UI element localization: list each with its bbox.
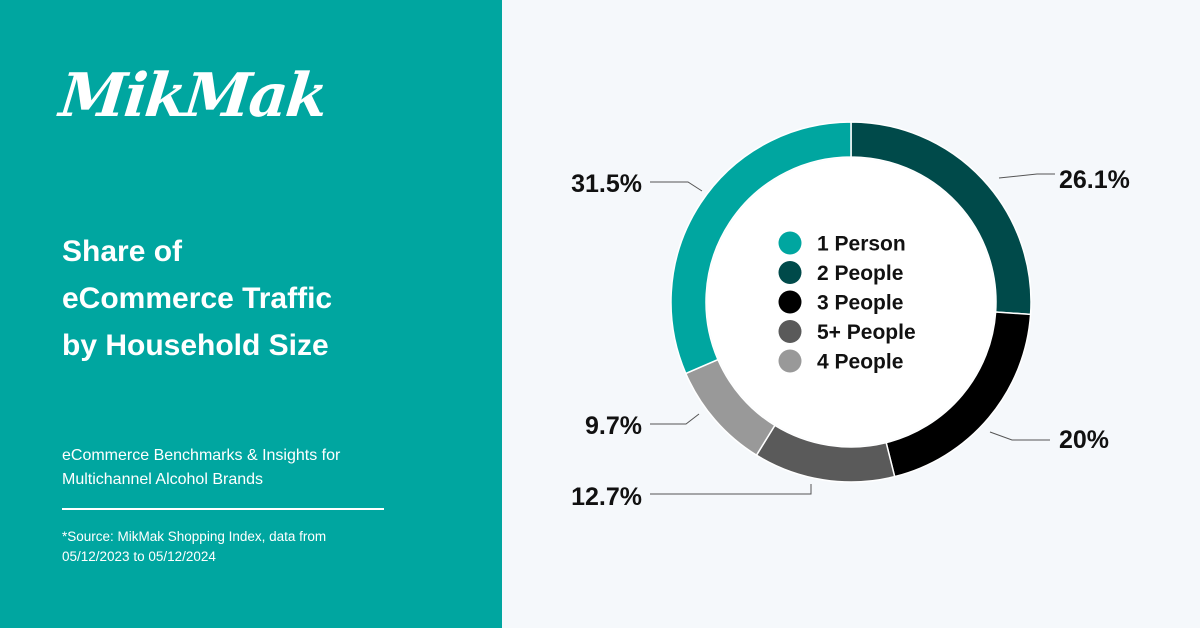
leader-line-3-people — [989, 431, 1050, 441]
legend-label-5-plus-people: 5+ People — [817, 321, 916, 344]
subtitle-line-2: Multichannel Alcohol Brands — [62, 471, 264, 488]
title-line-3: by Household Size — [62, 329, 329, 362]
leader-line-5-plus-people — [650, 484, 812, 495]
chart-area: 26.1% 20% 12.7% 9.7% 31.5% 1 Person 2 People 3 … — [502, 0, 1200, 628]
value-label-5-plus-people: 12.7% — [571, 483, 642, 511]
divider — [62, 508, 384, 510]
source-line-2: 05/12/2023 to 05/12/2024 — [62, 549, 216, 564]
legend-label-2-people: 2 People — [817, 262, 903, 285]
slice-1-person — [670, 121, 852, 375]
value-label-2-people: 26.1% — [1059, 166, 1130, 194]
legend-label-1-person: 1 Person — [817, 233, 906, 256]
value-label-1-person: 31.5% — [571, 170, 642, 198]
subtitle: eCommerce Benchmarks & Insights for Mult… — [62, 444, 392, 492]
title-line-2: eCommerce Traffic — [62, 282, 333, 315]
legend-swatch-1-person — [778, 231, 802, 255]
leader-line-4-people — [650, 413, 700, 425]
source-line-1: *Source: MikMak Shopping Index, data fro… — [62, 529, 327, 544]
legend-label-4-people: 4 People — [817, 351, 903, 374]
legend-label-3-people: 3 People — [817, 292, 903, 315]
legend-swatch-4-people — [778, 349, 802, 373]
left-panel: MikMak Share of eCommerce Traffic by Hou… — [0, 0, 502, 628]
value-label-3-people: 20% — [1059, 426, 1109, 454]
legend-swatch-3-people — [778, 290, 802, 314]
legend-swatch-2-people — [778, 261, 802, 284]
leader-line-1-person — [650, 181, 703, 192]
source-note: *Source: MikMak Shopping Index, data fro… — [62, 527, 392, 567]
donut-chart: 26.1% 20% 12.7% 9.7% 31.5% 1 Person 2 People 3 … — [571, 121, 1130, 511]
leader-line-2-people — [998, 173, 1055, 179]
subtitle-line-1: eCommerce Benchmarks & Insights for — [62, 447, 341, 464]
mikmak-logo: MikMak — [56, 61, 330, 131]
donut-center — [707, 158, 995, 446]
page-title: Share of eCommerce Traffic by Household … — [62, 228, 442, 369]
legend-swatch-5-plus-people — [778, 320, 802, 343]
value-label-4-people: 9.7% — [585, 412, 642, 440]
title-line-1: Share of — [62, 235, 183, 268]
